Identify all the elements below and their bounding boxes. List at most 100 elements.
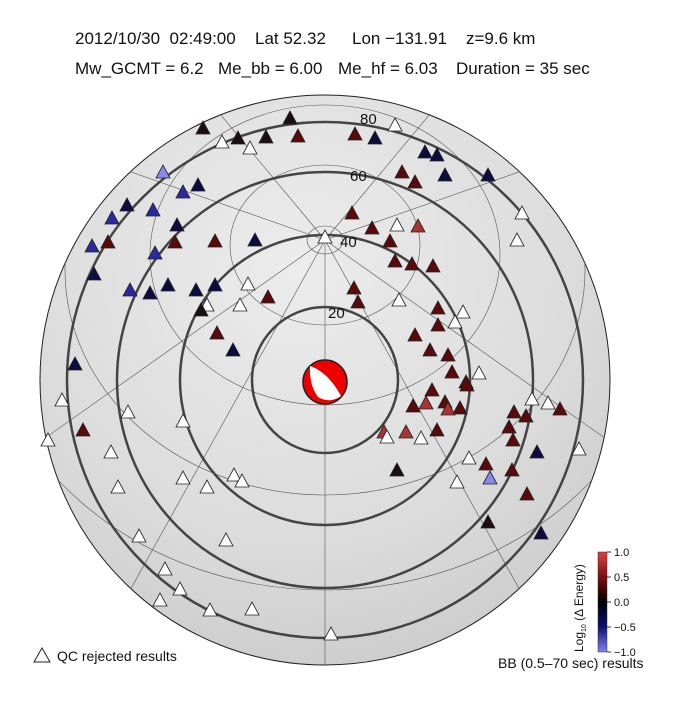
station: [407, 327, 423, 342]
station: [188, 282, 204, 297]
station: [232, 297, 248, 312]
colorbar-tick-label: 0.5: [614, 572, 629, 584]
station: [429, 147, 445, 162]
station: [387, 117, 403, 132]
header-mehf: Me_hf = 6.03: [338, 59, 438, 78]
station: [422, 342, 438, 357]
station: [529, 444, 545, 459]
station: [167, 234, 183, 249]
station: [282, 110, 298, 125]
lat-label: 60: [350, 168, 367, 185]
legend-rejected: QC rejected results: [57, 648, 177, 664]
colorbar-ramp: [597, 551, 608, 653]
station: [519, 486, 535, 501]
station: [54, 392, 70, 407]
header-date: 2012/10/30 02:49:00: [75, 29, 236, 48]
station: [461, 450, 477, 465]
station: [425, 258, 441, 273]
station: [84, 238, 100, 253]
header-mebb: Me_bb = 6.00: [218, 59, 322, 78]
station: [404, 256, 420, 271]
station: [413, 430, 429, 445]
station: [449, 474, 465, 489]
station: [152, 592, 168, 607]
station: [225, 342, 241, 357]
station: [214, 134, 230, 149]
station: [379, 429, 395, 444]
station: [160, 277, 176, 292]
station: [175, 413, 191, 428]
station: [344, 205, 360, 220]
station: [418, 395, 434, 410]
station: [430, 317, 446, 332]
station: [317, 229, 333, 244]
station: [440, 401, 456, 416]
station: [157, 561, 173, 576]
station: [417, 144, 433, 159]
station: [175, 184, 191, 199]
legend-results: BB (0.5–70 sec) results: [498, 655, 644, 671]
station: [40, 432, 56, 447]
station: [104, 210, 120, 225]
station: [518, 408, 534, 423]
station: [119, 197, 135, 212]
station: [350, 294, 366, 309]
station: [199, 479, 215, 494]
station: [230, 130, 246, 145]
station: [103, 444, 119, 459]
station: [207, 233, 223, 248]
station: [437, 167, 453, 182]
lat-label: 20: [328, 305, 345, 322]
station: [100, 234, 116, 249]
station: [120, 404, 136, 419]
stations: [40, 110, 587, 641]
station: [506, 404, 522, 419]
station: [429, 422, 445, 437]
station: [110, 479, 126, 494]
station: [410, 218, 426, 233]
station: [347, 126, 363, 141]
station: [169, 217, 185, 232]
colorbar-tick-label: 0.0: [614, 597, 629, 609]
station: [540, 395, 556, 410]
station: [480, 514, 496, 529]
station: [260, 289, 276, 304]
station: [209, 325, 225, 340]
lat-label: 80: [360, 111, 377, 128]
map: 20 40 60 80: [39, 94, 611, 666]
legend-triangle: [33, 646, 51, 663]
station: [190, 177, 206, 192]
station: [142, 285, 158, 300]
station: [398, 424, 414, 439]
station: [226, 467, 242, 482]
station: [504, 462, 520, 477]
station: [147, 245, 163, 260]
colorbar-label-rest: (Δ Energy): [572, 564, 586, 624]
station: [193, 302, 209, 317]
station: [440, 347, 456, 362]
station: [323, 626, 339, 641]
station: [501, 419, 517, 434]
station: [571, 441, 587, 456]
station: [75, 422, 91, 437]
station: [482, 470, 498, 485]
colorbar-label-sub: 10: [581, 624, 588, 632]
header-lon: Lon −131.91: [352, 29, 447, 48]
station: [122, 282, 138, 297]
station: [364, 220, 380, 235]
station: [234, 473, 250, 488]
station: [242, 140, 258, 155]
station: [424, 382, 440, 397]
station: [346, 280, 362, 295]
station: [86, 266, 102, 281]
colorbar-tick-label: −1.0: [614, 647, 636, 659]
station: [471, 365, 487, 380]
beach-ball: [302, 359, 348, 405]
station: [195, 120, 211, 135]
station: [509, 232, 525, 247]
station: [455, 304, 471, 319]
station: [145, 202, 161, 217]
station: [244, 601, 260, 616]
station: [478, 456, 494, 471]
